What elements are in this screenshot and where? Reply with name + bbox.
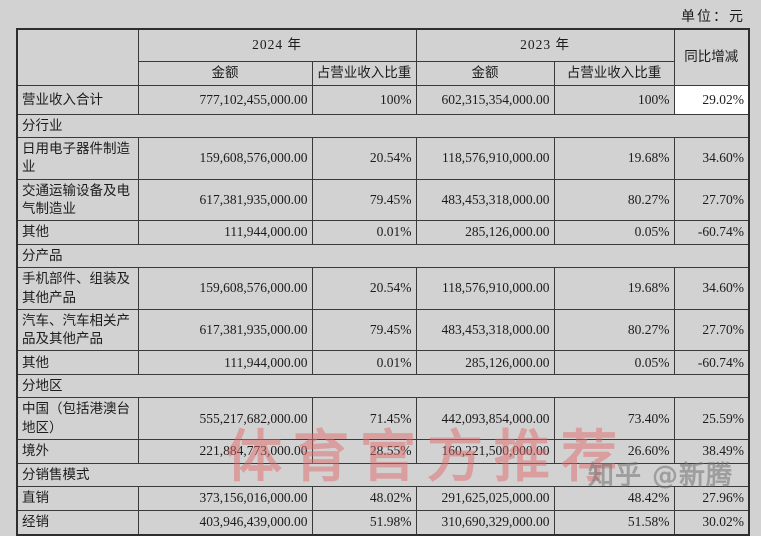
share-2023: 19.68% xyxy=(553,137,675,180)
table-row: 营业收入合计 777,102,455,000.00 100% 602,315,354,… xyxy=(16,85,750,115)
share-2024: 20.54% xyxy=(311,267,417,310)
share-2024: 0.01% xyxy=(311,220,417,246)
share-2024: 48.02% xyxy=(311,486,417,512)
yoy-value: 25.59% xyxy=(673,397,750,440)
row-label: 经销 xyxy=(16,510,139,536)
table-body: 营业收入合计 777,102,455,000.00 100% 602,315,354,… xyxy=(16,85,750,536)
section-row: 分地区 xyxy=(16,374,750,399)
header-year-2023: 2023 年 xyxy=(415,28,675,62)
header-year-2024: 2024 年 xyxy=(137,28,417,62)
table-row: 手机部件、组装及其他产品 159,608,576,000.00 20.54% 118,… xyxy=(16,267,750,310)
amount-2023: 483,453,318,000.00 xyxy=(415,308,555,352)
amount-2023: 118,576,910,000.00 xyxy=(415,137,555,180)
yoy-value: 38.49% xyxy=(673,438,750,464)
amount-2024: 221,884,773,000.00 xyxy=(137,438,313,464)
amount-2023: 602,315,354,000.00 xyxy=(415,85,555,115)
row-label: 其他 xyxy=(16,220,139,246)
revenue-breakdown-table: 2024 年 2023 年 同比增减 金额 占营业收入比重 金额 占营业收入比重… xyxy=(16,28,750,536)
header-share-2023: 占营业收入比重 xyxy=(553,61,675,86)
section-row: 分销售模式 xyxy=(16,462,750,488)
header-amount-2024: 金额 xyxy=(137,61,313,86)
amount-2023: 442,093,854,000.00 xyxy=(415,397,555,440)
share-2024: 79.45% xyxy=(311,178,417,222)
header-yoy: 同比增减 xyxy=(673,28,750,86)
yoy-value: 27.96% xyxy=(673,486,750,512)
table-row: 境外 221,884,773,000.00 28.55% 160,221,500,00… xyxy=(16,438,750,464)
amount-2023: 118,576,910,000.00 xyxy=(415,267,555,310)
share-2023: 80.27% xyxy=(553,308,675,352)
amount-2024: 159,608,576,000.00 xyxy=(137,267,313,310)
table-row: 其他 111,944,000.00 0.01% 285,126,000.00 0.05%… xyxy=(16,350,750,376)
amount-2024: 159,608,576,000.00 xyxy=(137,137,313,180)
amount-2024: 777,102,455,000.00 xyxy=(137,85,313,115)
share-2024: 79.45% xyxy=(311,308,417,352)
share-2023: 0.05% xyxy=(553,220,675,246)
yoy-value: 29.02% xyxy=(673,85,750,115)
row-label: 手机部件、组装及其他产品 xyxy=(16,267,139,310)
table-row: 直销 373,156,016,000.00 48.02% 291,625,025,00… xyxy=(16,486,750,512)
table-row: 日用电子器件制造业 159,608,576,000.00 20.54% 118,576… xyxy=(16,137,750,180)
amount-2024: 373,156,016,000.00 xyxy=(137,486,313,512)
unit-label: 单位：元 xyxy=(681,10,745,25)
amount-2023: 160,221,500,000.00 xyxy=(415,438,555,464)
row-label: 境外 xyxy=(16,438,139,464)
share-2024: 51.98% xyxy=(311,510,417,536)
share-2023: 100% xyxy=(553,85,675,115)
row-label: 营业收入合计 xyxy=(16,85,139,115)
share-2024: 71.45% xyxy=(311,397,417,440)
share-2023: 73.40% xyxy=(553,397,675,440)
amount-2024: 403,946,439,000.00 xyxy=(137,510,313,536)
amount-2024: 617,381,935,000.00 xyxy=(137,178,313,222)
share-2024: 20.54% xyxy=(311,137,417,180)
section-label: 分行业 xyxy=(16,113,750,139)
share-2023: 80.27% xyxy=(553,178,675,222)
yoy-value: -60.74% xyxy=(673,350,750,376)
yoy-value: 34.60% xyxy=(673,137,750,180)
share-2023: 19.68% xyxy=(553,267,675,310)
row-label: 交通运输设备及电气制造业 xyxy=(16,178,139,222)
amount-2024: 111,944,000.00 xyxy=(137,220,313,246)
header-amount-2023: 金额 xyxy=(415,61,555,86)
amount-2023: 285,126,000.00 xyxy=(415,220,555,246)
section-label: 分地区 xyxy=(16,374,750,399)
table-row: 其他 111,944,000.00 0.01% 285,126,000.00 0.05%… xyxy=(16,220,750,246)
amount-2024: 555,217,682,000.00 xyxy=(137,397,313,440)
section-label: 分产品 xyxy=(16,244,750,269)
yoy-value: 30.02% xyxy=(673,510,750,536)
share-2024: 0.01% xyxy=(311,350,417,376)
share-2023: 0.05% xyxy=(553,350,675,376)
share-2023: 48.42% xyxy=(553,486,675,512)
amount-2023: 291,625,025,000.00 xyxy=(415,486,555,512)
share-2024: 28.55% xyxy=(311,438,417,464)
yoy-value: 27.70% xyxy=(673,308,750,352)
section-row: 分产品 xyxy=(16,244,750,269)
row-label: 其他 xyxy=(16,350,139,376)
amount-2024: 111,944,000.00 xyxy=(137,350,313,376)
table-header: 2024 年 2023 年 同比增减 金额 占营业收入比重 金额 占营业收入比重 xyxy=(16,28,750,86)
header-corner-cell xyxy=(16,28,139,86)
amount-2023: 483,453,318,000.00 xyxy=(415,178,555,222)
amount-2023: 310,690,329,000.00 xyxy=(415,510,555,536)
section-label: 分销售模式 xyxy=(16,462,750,488)
section-row: 分行业 xyxy=(16,113,750,139)
row-label: 直销 xyxy=(16,486,139,512)
row-label: 日用电子器件制造业 xyxy=(16,137,139,180)
amount-2023: 285,126,000.00 xyxy=(415,350,555,376)
share-2023: 51.58% xyxy=(553,510,675,536)
table-row: 经销 403,946,439,000.00 51.98% 310,690,329,00… xyxy=(16,510,750,536)
row-label: 汽车、汽车相关产品及其他产品 xyxy=(16,308,139,352)
yoy-value: 34.60% xyxy=(673,267,750,310)
amount-2024: 617,381,935,000.00 xyxy=(137,308,313,352)
table-row: 汽车、汽车相关产品及其他产品 617,381,935,000.00 79.45% 48… xyxy=(16,308,750,352)
table-row: 交通运输设备及电气制造业 617,381,935,000.00 79.45% 483,… xyxy=(16,178,750,222)
yoy-value: -60.74% xyxy=(673,220,750,246)
yoy-value: 27.70% xyxy=(673,178,750,222)
header-share-2024: 占营业收入比重 xyxy=(311,61,417,86)
share-2024: 100% xyxy=(311,85,417,115)
table-row: 中国（包括港澳台地区） 555,217,682,000.00 71.45% 442,0… xyxy=(16,397,750,440)
row-label: 中国（包括港澳台地区） xyxy=(16,397,139,440)
share-2023: 26.60% xyxy=(553,438,675,464)
